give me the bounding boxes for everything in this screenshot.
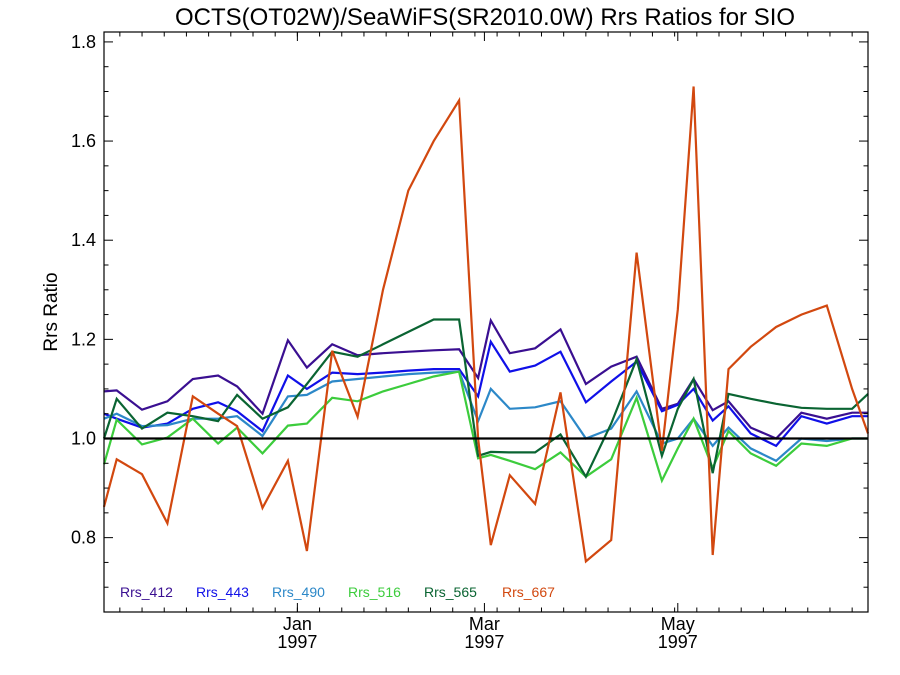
chart-title: OCTS(OT02W)/SeaWiFS(SR2010.0W) Rrs Ratio…: [175, 4, 795, 31]
x-tick-month-label: Jan: [283, 614, 312, 634]
series-line-rrs-565: [102, 318, 869, 480]
legend: Rrs_412 Rrs_443 Rrs_490 Rrs_516 Rrs_565 Rrs_6…: [120, 584, 555, 600]
plot-frame: [103, 31, 869, 613]
y-tick-label: 1.0: [71, 428, 96, 448]
legend-entry-rrs-412: Rrs_412: [120, 584, 173, 600]
legend-entry-rrs-516: Rrs_516: [348, 584, 401, 600]
x-tick-month-label: May: [661, 614, 695, 634]
y-tick-label: 1.4: [71, 230, 96, 250]
legend-entry-rrs-667: Rrs_667: [502, 584, 555, 600]
series-layer: [102, 86, 870, 564]
series-line-rrs-516: [102, 370, 868, 484]
legend-entry-rrs-490: Rrs_490: [272, 584, 325, 600]
y-tick-label: 1.2: [71, 329, 96, 349]
series-line-rrs-490: [103, 370, 868, 463]
legend-entry-rrs-565: Rrs_565: [424, 584, 477, 600]
x-tick-year-label: 1997: [464, 632, 504, 652]
series-line-rrs-443: [103, 339, 868, 448]
x-tick-month-label: Mar: [469, 614, 500, 634]
y-tick-label: 1.6: [71, 131, 96, 151]
y-tick-label: 1.8: [71, 32, 96, 52]
series-line-rrs-412: [103, 317, 868, 440]
x-tick-year-label: 1997: [277, 632, 317, 652]
y-tick-label: 0.8: [71, 528, 96, 548]
series-line-rrs-667: [102, 86, 870, 564]
x-tick-year-label: 1997: [658, 632, 698, 652]
legend-entry-rrs-443: Rrs_443: [196, 584, 249, 600]
y-axis-label: Rrs Ratio: [41, 272, 62, 351]
